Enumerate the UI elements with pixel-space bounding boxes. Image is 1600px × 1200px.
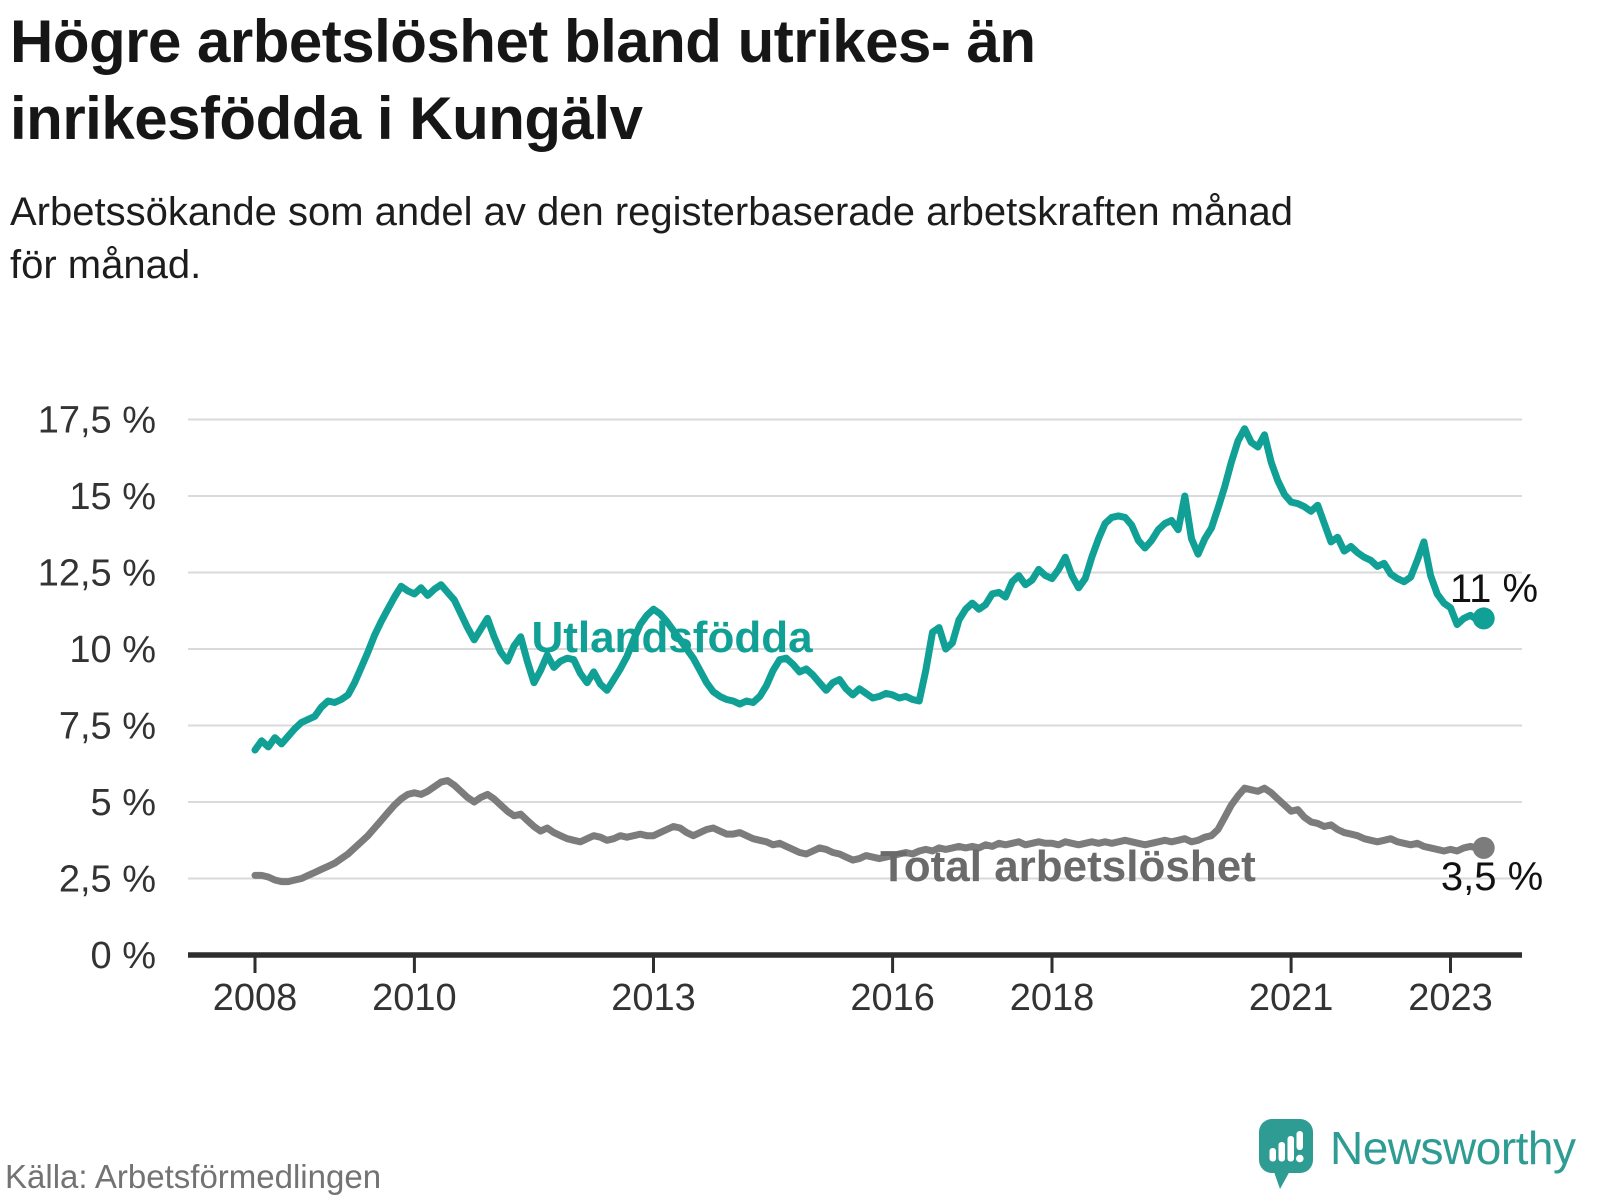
- chart-title: Högre arbetslöshet bland utrikes- än inr…: [10, 8, 1036, 152]
- y-tick-label: 12,5 %: [38, 553, 156, 595]
- series-end-dot-total: [1472, 836, 1495, 859]
- series-line-utlandsfodda: [251, 425, 1488, 754]
- x-tick-label: 2013: [611, 977, 696, 1019]
- source-note: Källa: Arbetsförmedlingen: [5, 1158, 382, 1195]
- series-label-utlandsfodda: Utlandsfödda: [531, 613, 813, 662]
- newsworthy-logo: Newsworthy: [1258, 1116, 1576, 1192]
- y-tick-label: 0 %: [91, 935, 156, 977]
- series-line-total: [251, 777, 1488, 886]
- series-end-value-label: 11 %: [1450, 567, 1538, 611]
- x-tick-label: 2016: [850, 977, 935, 1019]
- unemployment-line-chart: 0 % 2,5 % 5 % 7,5 % 10 % 12,5 % 15 % 17,5 % 2008…: [0, 370, 1600, 1030]
- y-tick-label: 7,5 %: [59, 706, 156, 748]
- newsworthy-logo-text: Newsworthy: [1330, 1122, 1576, 1174]
- chart-subtitle: Arbetssökande som andel av den registerb…: [10, 190, 1293, 288]
- x-tick-label: 2008: [213, 977, 298, 1019]
- x-tick-label: 2010: [372, 977, 457, 1019]
- chart-canvas: 0 % 2,5 % 5 % 7,5 % 10 % 12,5 % 15 % 17,5 % 2008…: [38, 400, 1543, 1020]
- series-end-dot-utlandsfodda: [1472, 607, 1495, 630]
- y-tick-label: 17,5 %: [38, 400, 156, 442]
- x-tick-label: 2021: [1249, 977, 1334, 1019]
- x-tick-label: 2023: [1408, 977, 1493, 1019]
- newsworthy-logo-icon: [1259, 1119, 1313, 1189]
- series-end-value-label: 3,5 %: [1441, 855, 1543, 899]
- x-tick-label: 2018: [1010, 977, 1095, 1019]
- y-tick-label: 5 %: [91, 782, 156, 824]
- y-tick-label: 15 %: [69, 476, 156, 518]
- series-label-total: Total arbetslöshet: [880, 842, 1256, 891]
- y-tick-label: 10 %: [69, 629, 156, 671]
- y-tick-label: 2,5 %: [59, 859, 156, 901]
